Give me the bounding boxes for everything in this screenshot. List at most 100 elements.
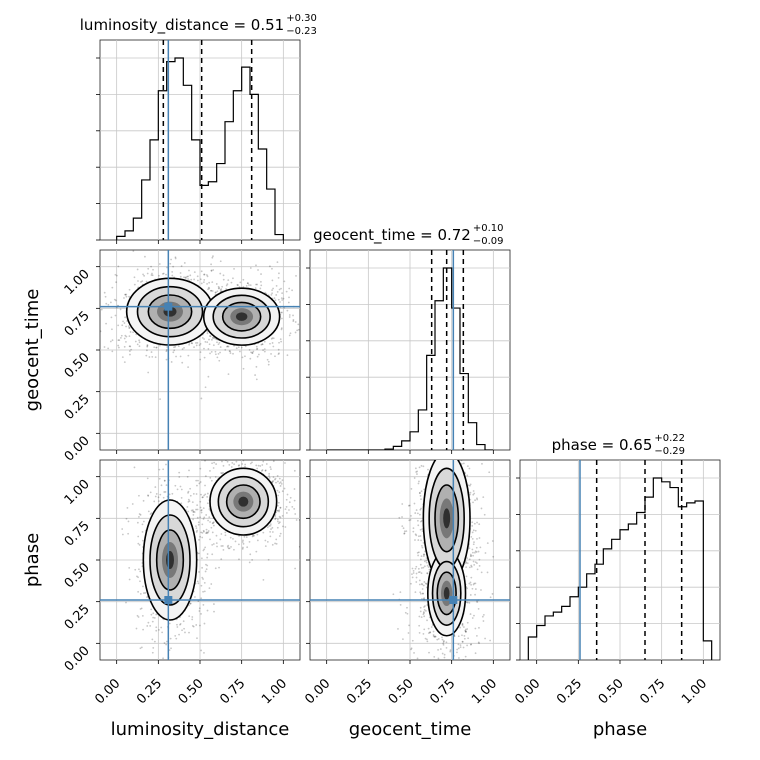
sample-point — [413, 477, 416, 479]
sample-point — [202, 590, 204, 593]
sample-point — [280, 482, 283, 485]
sample-point — [114, 314, 117, 317]
sample-point — [100, 308, 103, 311]
sample-point — [417, 567, 420, 570]
sample-point — [244, 465, 246, 468]
sample-point — [206, 330, 209, 333]
sample-point — [210, 289, 212, 292]
sample-point — [462, 462, 465, 465]
sample-point — [442, 414, 444, 416]
sample-point — [200, 509, 203, 512]
sample-point — [107, 303, 110, 306]
sample-point — [207, 288, 209, 291]
sample-point — [138, 341, 141, 344]
sample-point — [151, 659, 153, 660]
sample-point — [210, 263, 212, 266]
sample-point — [203, 456, 205, 458]
sample-point — [440, 456, 442, 458]
sample-point — [463, 690, 465, 692]
sample-point — [286, 493, 289, 496]
x-tick-label: 1.00 — [259, 676, 290, 707]
sample-point — [119, 308, 122, 311]
sample-point — [442, 670, 444, 672]
sample-point — [195, 531, 198, 533]
sample-point — [418, 492, 421, 495]
sample-point — [288, 501, 291, 504]
sample-point — [91, 293, 93, 295]
sample-point — [137, 576, 139, 579]
sample-point — [178, 476, 181, 478]
sample-point — [422, 592, 424, 595]
sample-point — [174, 484, 177, 487]
sample-point — [159, 493, 162, 496]
sample-point — [200, 511, 203, 514]
sample-point — [181, 348, 184, 350]
sample-point — [179, 485, 182, 488]
sample-point — [150, 613, 153, 616]
sample-point — [193, 271, 196, 274]
sample-point — [419, 513, 421, 516]
sample-point — [432, 437, 434, 439]
sample-point — [465, 561, 468, 564]
sample-point — [415, 576, 418, 579]
sample-point — [125, 340, 127, 343]
sample-point — [196, 637, 198, 640]
sample-point — [464, 562, 467, 565]
sample-point — [199, 624, 201, 627]
sample-point — [128, 335, 131, 338]
sample-point — [277, 353, 280, 356]
sample-point — [220, 533, 223, 535]
sample-point — [476, 497, 478, 500]
sample-point — [422, 632, 425, 635]
sample-point — [425, 583, 428, 585]
sample-point — [155, 493, 158, 495]
sample-point — [427, 430, 429, 432]
sample-point — [262, 460, 265, 463]
sample-point — [442, 453, 444, 455]
sample-point — [237, 284, 239, 287]
sample-point — [455, 436, 457, 438]
sample-point — [165, 273, 167, 276]
sample-point — [480, 571, 483, 574]
sample-point — [284, 462, 286, 464]
sample-point — [207, 375, 210, 378]
sample-point — [182, 620, 185, 623]
sample-point — [275, 538, 278, 541]
sample-point — [436, 451, 438, 453]
sample-point — [271, 480, 274, 483]
sample-point — [206, 553, 209, 555]
sample-point — [405, 530, 408, 533]
sample-point — [469, 484, 471, 487]
sample-point — [437, 637, 440, 640]
sample-point — [218, 287, 221, 289]
sample-point — [474, 588, 477, 590]
sample-point — [222, 464, 225, 467]
sample-point — [277, 522, 280, 525]
sample-point — [188, 500, 191, 503]
sample-point — [158, 263, 161, 265]
sample-point — [198, 571, 200, 573]
sample-point — [261, 469, 264, 471]
sample-point — [146, 477, 149, 480]
sample-point — [420, 539, 422, 542]
sample-point — [225, 460, 227, 462]
sample-point — [154, 495, 157, 498]
sample-point — [197, 521, 200, 524]
sample-point — [433, 636, 436, 638]
sample-point — [246, 546, 249, 549]
sample-point — [403, 532, 406, 535]
sample-point — [492, 555, 495, 558]
sample-point — [271, 289, 274, 292]
sample-point — [298, 519, 300, 521]
sample-point — [276, 489, 279, 492]
sample-point — [212, 269, 215, 271]
sample-point — [204, 493, 207, 496]
sample-point — [113, 298, 116, 301]
sample-point — [136, 614, 139, 617]
title-text: geocent_time = 0.72 — [313, 226, 471, 245]
sample-point — [204, 546, 207, 549]
sample-point — [257, 464, 260, 467]
sample-point — [471, 537, 474, 540]
sample-point — [145, 280, 148, 283]
sample-point — [420, 572, 423, 575]
